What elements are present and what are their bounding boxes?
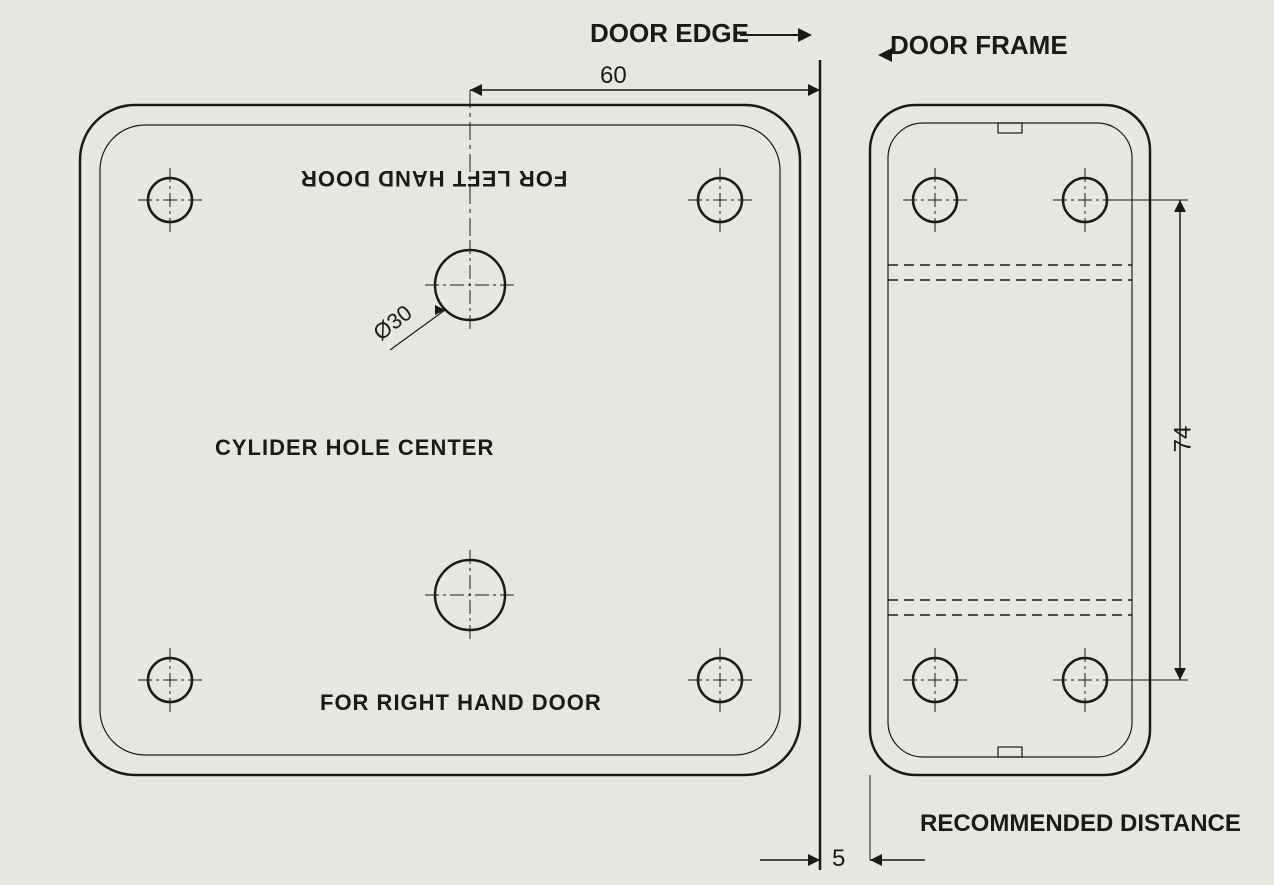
right-plate-outer [870, 105, 1150, 775]
recommended-distance-label: RECOMMENDED DISTANCE [920, 810, 1241, 838]
tab [998, 747, 1022, 757]
dim-74-value: 74 [1169, 426, 1197, 453]
dim-60-value: 60 [600, 62, 627, 90]
dim-5-value: 5 [832, 845, 845, 873]
arrowhead [870, 854, 882, 866]
left-hand-door-label: FOR LEFT HAND DOOR [300, 165, 567, 191]
arrowhead [808, 84, 820, 96]
tab [998, 123, 1022, 133]
arrowhead [1174, 668, 1186, 680]
cylinder-hole-center-label: CYLIDER HOLE CENTER [215, 435, 494, 461]
door-frame-label: DOOR FRAME [890, 30, 1068, 61]
arrowhead [470, 84, 482, 96]
right-hand-door-label: FOR RIGHT HAND DOOR [320, 690, 602, 716]
door-edge-label: DOOR EDGE [590, 18, 749, 49]
arrowhead [798, 28, 812, 42]
arrowhead [1174, 200, 1186, 212]
arrowhead [808, 854, 820, 866]
